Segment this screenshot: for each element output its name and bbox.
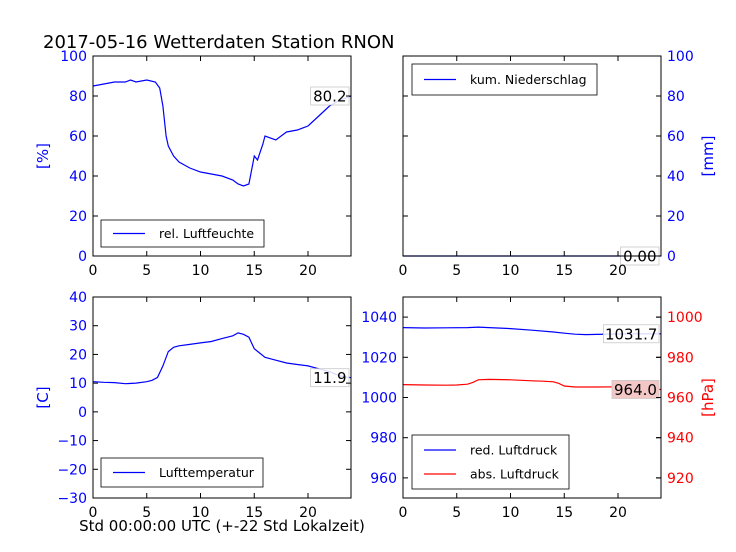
pressure-end-label-box-2: [611, 380, 660, 399]
temperature-end-label-1: 11.9: [313, 369, 346, 387]
precipitation-x-tick-label: 0: [399, 263, 408, 279]
temperature-x-tick-label: 10: [192, 505, 210, 521]
precipitation-y-tick-label: 100: [667, 49, 694, 65]
precipitation-axes-frame: [402, 55, 662, 257]
humidity-y-axis-label: [%]: [34, 143, 52, 169]
temperature-series-line-1: [93, 332, 351, 385]
pressure-legend-label-2: abs. Luftdruck: [470, 467, 560, 482]
humidity-y-tick-label: 100: [60, 49, 87, 65]
pressure-y-right-tick-label: 940: [667, 431, 694, 447]
humidity-axes-frame: [92, 55, 352, 257]
temperature-y-tick-label: 20: [69, 347, 87, 363]
pressure-y-tick-label: 1020: [361, 350, 397, 366]
pressure-end-label-2: 964.0: [614, 381, 657, 399]
pressure-series-line-2: [403, 378, 661, 391]
humidity-panel: 80.2 0 5 10 15 20 0 20 40 60 80 100 [%] rel. Luftfeuc…: [34, 49, 352, 279]
humidity-y-tick-label: 0: [78, 249, 87, 265]
pressure-legend-box: [411, 434, 570, 490]
precipitation-y-axis-label: [mm]: [699, 136, 717, 177]
pressure-legend-label-1: red. Luftdruck: [470, 443, 558, 458]
precipitation-x-tick-label: 15: [555, 263, 573, 279]
pressure-end-label-box-1: [603, 324, 660, 344]
humidity-x-tick-label: 5: [142, 263, 151, 279]
pressure-x-tick-label: 0: [399, 505, 408, 521]
pressure-x-tick-label: 20: [609, 505, 627, 521]
pressure-y-tick-label: 1040: [361, 310, 397, 326]
temperature-x-tick-label: 0: [89, 505, 98, 521]
precipitation-y-tick-label: 0: [667, 249, 676, 265]
pressure-end-label-1: 1031.7: [605, 325, 658, 343]
temperature-y-tick-label: −10: [57, 434, 87, 450]
temperature-end-label-box-1: [310, 368, 350, 388]
temperature-y-tick-label: 30: [69, 319, 87, 335]
humidity-y-tick-label: 20: [69, 209, 87, 225]
pressure-y-right-tick-label: 1000: [667, 310, 703, 326]
temperature-axes-frame: [92, 296, 352, 499]
temperature-y-tick-label: 0: [78, 405, 87, 421]
figure-x-axis-label: Std 00:00:00 UTC (+-22 Std Lokalzeit): [79, 517, 365, 535]
pressure-y-tick-label: 980: [370, 431, 397, 447]
pressure-x-tick-label: 5: [452, 505, 461, 521]
pressure-x-tick-label: 15: [555, 505, 573, 521]
precipitation-x-tick-label: 20: [609, 263, 627, 279]
precipitation-x-tick-label: 10: [502, 263, 520, 279]
pressure-y-tick-label: 1000: [361, 391, 397, 407]
precipitation-x-tick-label: 5: [452, 263, 461, 279]
temperature-y-tick-label: 10: [69, 376, 87, 392]
precipitation-legend-label-1: kum. Niederschlag: [470, 72, 587, 87]
temperature-x-tick-label: 20: [299, 505, 317, 521]
temperature-legend-label-1: Lufttemperatur: [159, 465, 255, 480]
humidity-y-tick-label: 40: [69, 169, 87, 185]
humidity-series-line-1: [93, 79, 351, 187]
figure-title: 2017-05-16 Wetterdaten Station RNON: [43, 32, 394, 53]
humidity-x-tick-label: 15: [245, 263, 263, 279]
precipitation-legend-box: [411, 63, 598, 96]
pressure-y-right-tick-label: 960: [667, 391, 694, 407]
humidity-y-tick-label: 60: [69, 129, 87, 145]
humidity-x-tick-label: 0: [89, 263, 98, 279]
humidity-legend-label-1: rel. Luftfeuchte: [159, 226, 254, 241]
pressure-y-right-tick-label: 920: [667, 471, 694, 487]
humidity-x-tick-label: 10: [192, 263, 210, 279]
humidity-legend-box: [100, 219, 265, 248]
temperature-y-tick-label: −30: [57, 491, 87, 507]
temperature-y-tick-label: 40: [69, 290, 87, 306]
pressure-panel: 1031.7 964.0 0 5 10 15 20 960 980 1000 1020 1040 920…: [361, 296, 717, 521]
temperature-y-tick-label: −20: [57, 462, 87, 478]
pressure-y-axis-label: [hPa]: [699, 378, 717, 417]
pressure-y-right-tick-label: 980: [667, 350, 694, 366]
precipitation-y-tick-label: 20: [667, 209, 685, 225]
precipitation-y-tick-label: 80: [667, 89, 685, 105]
temperature-y-axis-label: [C]: [34, 386, 52, 408]
temperature-x-tick-label: 5: [142, 505, 151, 521]
temperature-x-tick-label: 15: [245, 505, 263, 521]
precipitation-y-tick-label: 40: [667, 169, 685, 185]
humidity-x-tick-label: 20: [299, 263, 317, 279]
precipitation-y-tick-label: 60: [667, 129, 685, 145]
pressure-x-tick-label: 10: [502, 505, 520, 521]
pressure-y-tick-label: 960: [370, 471, 397, 487]
humidity-y-tick-label: 80: [69, 89, 87, 105]
temperature-panel: 11.9 0 5 10 15 20 −30 −20 −10 0 10 20 30 40 [C] Lufttem…: [34, 290, 352, 521]
humidity-end-label-1: 80.2: [313, 88, 346, 106]
